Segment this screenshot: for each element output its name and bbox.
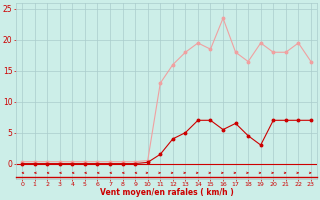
- X-axis label: Vent moyen/en rafales ( km/h ): Vent moyen/en rafales ( km/h ): [100, 188, 233, 197]
